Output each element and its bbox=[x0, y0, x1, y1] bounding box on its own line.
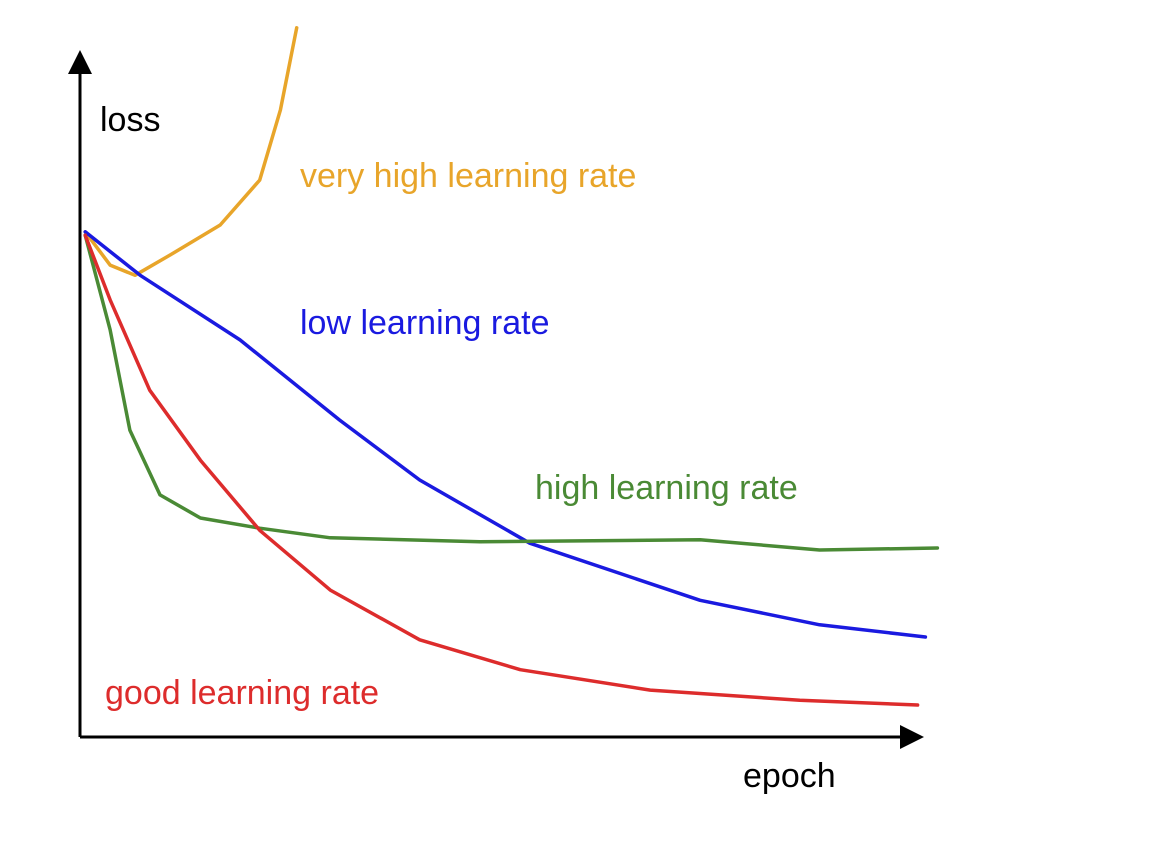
series-label: low learning rate bbox=[300, 304, 549, 342]
series-line bbox=[83, 26, 299, 278]
series-label: very high learning rate bbox=[300, 157, 636, 195]
series-line bbox=[83, 233, 920, 707]
series-label: high learning rate bbox=[535, 469, 798, 507]
series-line bbox=[83, 230, 928, 639]
series-label: good learning rate bbox=[105, 674, 379, 712]
y-axis-label: loss bbox=[100, 101, 160, 139]
series-line bbox=[83, 233, 940, 552]
x-axis-label: epoch bbox=[743, 757, 836, 795]
